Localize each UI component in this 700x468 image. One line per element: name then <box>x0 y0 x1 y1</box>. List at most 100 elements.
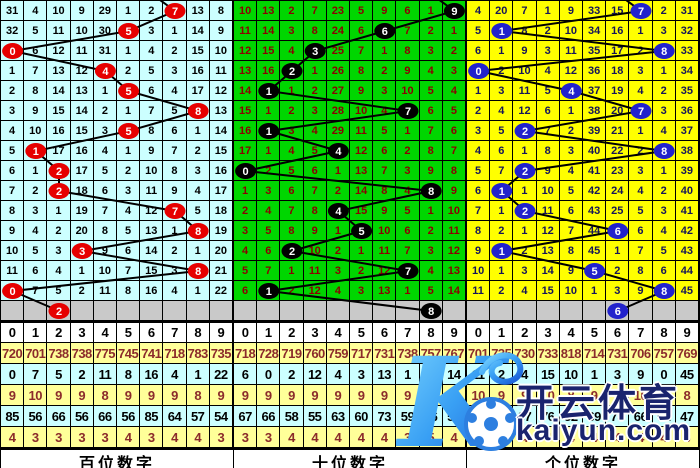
grid-cell: 1 <box>1 61 25 81</box>
stats-cell: 1 <box>583 364 607 385</box>
grid-cell: 20 <box>209 241 233 261</box>
stats-cell: 730 <box>513 343 537 364</box>
grid-cell: 1 <box>117 141 141 161</box>
stats-cell: 728 <box>257 343 281 364</box>
grid-cell: 42 <box>583 181 607 201</box>
grid-cell: 2 <box>373 61 397 81</box>
grid-cell: 8 <box>467 221 491 241</box>
grid-cell: 2 <box>652 81 676 101</box>
stats-cell: 4 <box>326 427 350 448</box>
panel-tens: 10 13 2 7 23 5 9 6 1 9 11 14 3 8 24 6 6 7 2 1 12 15 4 3 25 7 1 8 3 2 1… <box>233 0 467 468</box>
grid-cell: 11 <box>234 21 258 41</box>
grid-cell: 4 <box>490 101 514 121</box>
grid-cell: 2 <box>163 241 187 261</box>
grid-cell: 6 <box>257 241 281 261</box>
grid-cell: 1 <box>163 221 187 241</box>
grid-cell: 1 <box>70 261 94 281</box>
grid-cell: 1 <box>490 261 514 281</box>
stats-cell: 64 <box>163 406 187 427</box>
grid-cell: 7 <box>629 101 653 121</box>
grid-cell: 7 <box>303 1 327 21</box>
grid-cell: 12 <box>350 141 374 161</box>
grid-cell: 3 <box>186 161 210 181</box>
grid-cell: 3 <box>629 61 653 81</box>
stats-cell: 9 <box>234 385 258 406</box>
grid-cell: 16 <box>606 21 630 41</box>
stats-cell: 54 <box>209 406 233 427</box>
stats-cell: 8 <box>675 385 699 406</box>
grid-cell: 35 <box>583 41 607 61</box>
grid-cell: 3 <box>163 261 187 281</box>
grid-cell: 12 <box>209 81 233 101</box>
grid-cell: 24 <box>606 181 630 201</box>
stats-cell: 4 <box>536 427 560 448</box>
grid-cell: 36 <box>583 61 607 81</box>
grid-cell: 5 <box>350 221 374 241</box>
grid-cell: 19 <box>70 201 94 221</box>
stats-cell: 3 <box>24 427 48 448</box>
grid-cell: 3 <box>419 41 443 61</box>
stats-cell: 9 <box>140 385 164 406</box>
grid-cell: 2 <box>513 121 537 141</box>
grid-cell: 3 <box>47 241 71 261</box>
grid-cell: 1 <box>490 181 514 201</box>
grid-cell: 11 <box>303 261 327 281</box>
latest-draw-cell <box>467 301 491 321</box>
stats-cell: 60 <box>350 406 374 427</box>
grid-cell: 2 <box>280 241 304 261</box>
grid-cell: 11 <box>559 41 583 61</box>
latest-draw-cell <box>583 301 607 321</box>
grid-cell: 4 <box>467 1 491 21</box>
grid-cell: 1 <box>490 241 514 261</box>
grid-cell: 1 <box>280 81 304 101</box>
grid-cell: 10 <box>442 201 466 221</box>
grid-cell: 7 <box>396 241 420 261</box>
grid-cell: 23 <box>326 1 350 21</box>
grid-cell: 1 <box>629 121 653 141</box>
grid-cell: 35 <box>675 81 699 101</box>
stats-cell: 4 <box>163 427 187 448</box>
stats-cell: 11 <box>467 364 491 385</box>
latest-draw-cell <box>303 301 327 321</box>
grid-cell: 20 <box>606 101 630 121</box>
latest-draw-cell <box>209 301 233 321</box>
grid-cell: 12 <box>373 261 397 281</box>
grid-cell: 7 <box>559 221 583 241</box>
hundreds-label: 百位数字 <box>1 448 233 468</box>
stats-cell: 8 <box>186 385 210 406</box>
grid-cell: 2 <box>559 121 583 141</box>
grid-cell: 8 <box>652 281 676 301</box>
grid-cell: 5 <box>419 281 443 301</box>
latest-draw-cell <box>442 301 466 321</box>
stats-cell: 74 <box>606 406 630 427</box>
grid-cell: 11 <box>536 201 560 221</box>
latest-draw-cell <box>93 301 117 321</box>
grid-cell: 5 <box>559 181 583 201</box>
digit-column-header: 2 <box>513 323 537 343</box>
grid-cell: 2 <box>419 21 443 41</box>
digit-column-header: 3 <box>70 323 94 343</box>
stats-cell: 4 <box>652 427 676 448</box>
grid-cell: 12 <box>513 101 537 121</box>
grid-cell: 1 <box>47 201 71 221</box>
stats-cell: 4 <box>326 364 350 385</box>
grid-cell: 7 <box>490 161 514 181</box>
grid-cell: 3 <box>280 21 304 41</box>
grid-cell: 5 <box>652 241 676 261</box>
grid-cell: 5 <box>117 121 141 141</box>
grid-cell: 2 <box>117 161 141 181</box>
grid-cell: 1 <box>117 41 141 61</box>
grid-cell: 3 <box>234 221 258 241</box>
grid-cell: 9 <box>467 241 491 261</box>
grid-cell: 13 <box>140 221 164 241</box>
grid-cell: 0 <box>467 61 491 81</box>
grid-cell: 45 <box>583 241 607 261</box>
grid-cell: 15 <box>186 41 210 61</box>
stats-cell: 6 <box>234 364 258 385</box>
grid-cell: 29 <box>326 121 350 141</box>
stats-cell: 2 <box>70 364 94 385</box>
grid-cell: 11 <box>93 281 117 301</box>
grid-cell: 17 <box>47 141 71 161</box>
grid-cell: 1 <box>536 1 560 21</box>
grid-cell: 39 <box>675 161 699 181</box>
